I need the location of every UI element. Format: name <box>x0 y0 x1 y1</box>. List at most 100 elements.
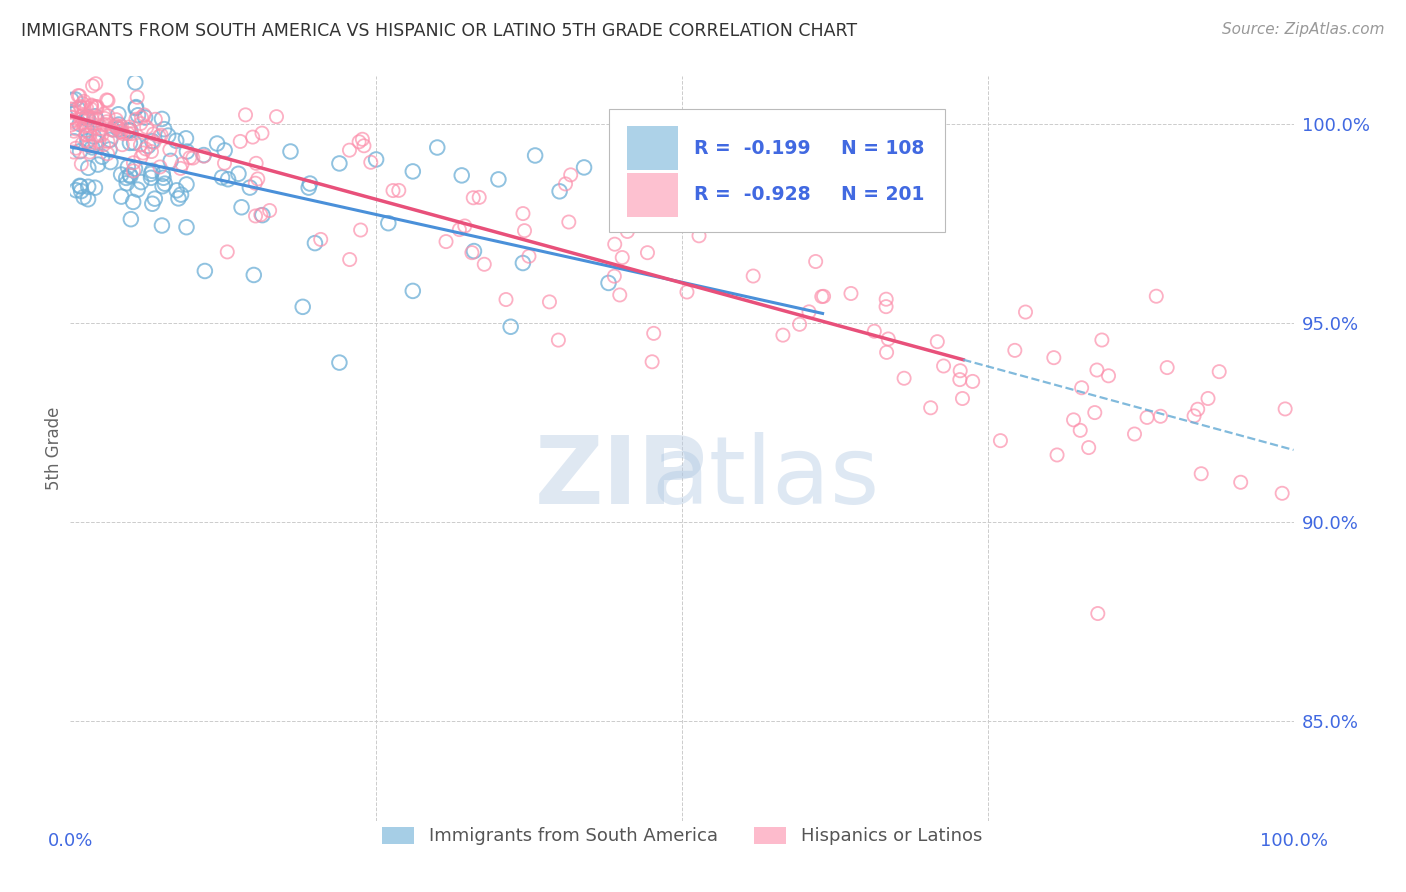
Point <box>170 157 193 171</box>
Point <box>242 130 264 145</box>
Point <box>141 196 163 211</box>
Point <box>80 99 103 113</box>
Point <box>211 170 233 185</box>
Point <box>63 116 86 130</box>
Point <box>388 183 411 197</box>
Point <box>558 215 581 229</box>
Point <box>877 332 900 346</box>
Point <box>115 176 138 190</box>
Point <box>671 833 693 847</box>
Point <box>454 219 477 233</box>
Point <box>1229 475 1251 490</box>
Point <box>676 285 699 299</box>
Point <box>243 268 266 282</box>
Point <box>228 167 250 181</box>
Point <box>603 237 626 252</box>
Point <box>111 137 134 152</box>
Point <box>217 244 239 259</box>
Point <box>434 235 457 249</box>
Point <box>280 145 302 159</box>
Point <box>193 149 215 163</box>
Point <box>229 135 252 149</box>
Point <box>772 328 794 343</box>
Point <box>60 118 83 132</box>
Point <box>245 176 267 190</box>
Point <box>245 209 267 223</box>
Point <box>77 112 100 127</box>
Point <box>139 170 162 185</box>
Point <box>142 127 165 141</box>
Point <box>76 122 98 136</box>
Point <box>122 136 145 150</box>
Point <box>105 112 128 127</box>
Point <box>671 177 693 191</box>
Point <box>122 194 145 209</box>
Point <box>547 333 569 347</box>
Point <box>83 120 105 135</box>
Point <box>93 137 115 152</box>
Point <box>136 139 159 153</box>
Point <box>118 168 141 182</box>
Point <box>250 126 273 140</box>
Point <box>110 168 132 182</box>
Point <box>87 158 110 172</box>
Point <box>1182 409 1205 423</box>
Point <box>86 100 108 114</box>
Point <box>70 157 93 171</box>
Point <box>360 155 382 169</box>
Point <box>810 289 832 303</box>
Point <box>499 319 522 334</box>
Point <box>127 90 149 104</box>
Text: N = 201: N = 201 <box>841 186 924 204</box>
Point <box>141 145 163 159</box>
Point <box>152 170 174 185</box>
Point <box>97 146 120 161</box>
Point <box>1087 607 1109 621</box>
Point <box>107 122 129 136</box>
Point <box>170 187 193 202</box>
Point <box>214 144 236 158</box>
Point <box>353 138 375 153</box>
Point <box>100 155 122 169</box>
Point <box>60 103 83 117</box>
Point <box>94 118 117 132</box>
Point <box>174 131 197 145</box>
Point <box>352 132 374 146</box>
Point <box>181 151 204 165</box>
Point <box>612 251 634 265</box>
Point <box>1156 360 1178 375</box>
Point <box>183 52 205 66</box>
Point <box>84 77 107 91</box>
Point <box>70 110 93 124</box>
Point <box>517 249 540 263</box>
Point <box>641 355 664 369</box>
Point <box>560 168 582 182</box>
Point <box>347 135 370 149</box>
Point <box>839 286 862 301</box>
Text: R =  -0.928: R = -0.928 <box>695 186 811 204</box>
Point <box>69 117 91 131</box>
Point <box>76 101 98 115</box>
Point <box>69 112 91 126</box>
Point <box>1197 392 1219 406</box>
Point <box>339 252 361 267</box>
Point <box>742 268 765 283</box>
Point <box>538 294 561 309</box>
Point <box>176 145 198 159</box>
Point <box>461 245 484 260</box>
Point <box>77 136 100 150</box>
Point <box>1046 448 1069 462</box>
Point <box>328 355 350 369</box>
Point <box>91 118 114 132</box>
Point <box>1149 409 1171 424</box>
Point <box>1070 381 1092 395</box>
Point <box>153 122 176 136</box>
Point <box>122 164 145 178</box>
Point <box>793 188 815 202</box>
Point <box>1189 467 1212 481</box>
Point <box>100 123 122 137</box>
Point <box>153 177 176 191</box>
Point <box>548 184 571 198</box>
Point <box>129 116 152 130</box>
Point <box>157 128 180 143</box>
